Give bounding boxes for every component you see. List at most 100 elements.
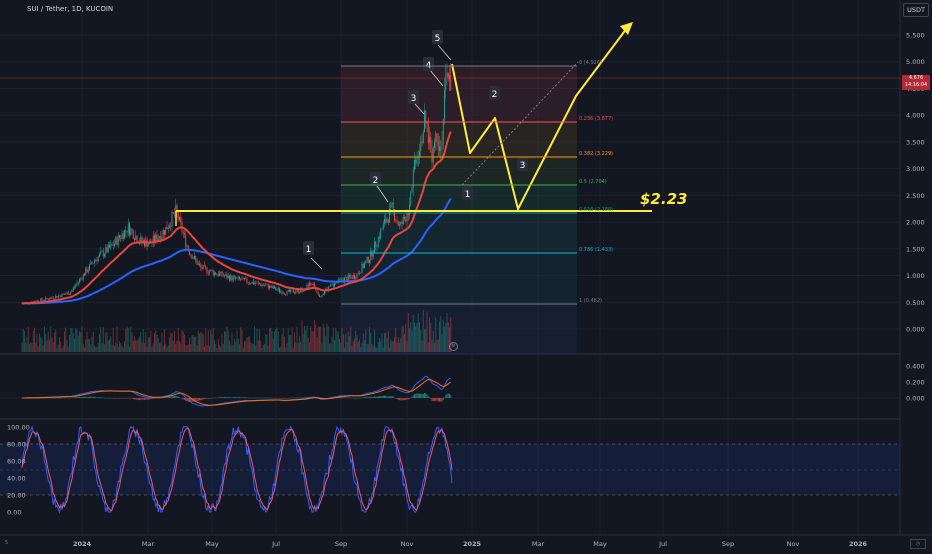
macd-histogram-bar bbox=[150, 398, 152, 400]
macd-histogram-bar bbox=[305, 397, 307, 398]
gear-icon[interactable]: ⚙ bbox=[449, 342, 458, 351]
macd-histogram-bar bbox=[196, 398, 198, 402]
candle-body bbox=[354, 275, 355, 279]
volume-bar bbox=[364, 340, 365, 352]
volume-bar bbox=[87, 339, 89, 352]
stoch-rsi-pane[interactable] bbox=[0, 424, 900, 514]
macd-histogram-bar bbox=[237, 397, 239, 398]
macd-histogram-bar bbox=[440, 398, 442, 402]
macd-histogram-bar bbox=[47, 397, 49, 399]
candle-body bbox=[396, 220, 398, 222]
candle-body bbox=[174, 213, 175, 214]
time-tick-label: Mar bbox=[142, 540, 155, 548]
volume-bar bbox=[361, 343, 363, 352]
macd-signal-line[interactable] bbox=[22, 379, 452, 406]
candle-body bbox=[81, 278, 83, 280]
macd-histogram-bar bbox=[374, 396, 375, 398]
candle-body bbox=[245, 278, 247, 280]
time-tick-label: Sep bbox=[722, 540, 734, 548]
candle-body bbox=[95, 259, 97, 261]
macd-histogram-bar bbox=[285, 398, 287, 399]
symbol-title[interactable]: SUI / Tether, 1D, KUCOIN bbox=[27, 5, 114, 13]
candle-body bbox=[374, 241, 375, 254]
macd-histogram-bar bbox=[217, 397, 219, 399]
macd-histogram-bar bbox=[99, 397, 100, 398]
currency-badge[interactable]: USDT bbox=[903, 3, 929, 17]
candle-body bbox=[379, 236, 380, 239]
moving-average-long[interactable] bbox=[22, 197, 452, 305]
macd-axis[interactable]: 0.400 0.200 0.000 bbox=[906, 363, 925, 403]
candle-body bbox=[386, 219, 388, 223]
price-tick-label: 2.000 bbox=[906, 219, 925, 227]
stoch-tick-label: 40.00 bbox=[7, 474, 26, 482]
volume-bar bbox=[95, 347, 97, 352]
candle-body bbox=[424, 110, 425, 133]
macd-histogram-bar bbox=[390, 395, 392, 398]
fib-level-label: 0.5 (2.704) bbox=[579, 179, 607, 185]
volume-bar bbox=[190, 344, 192, 352]
macd-line[interactable] bbox=[22, 375, 451, 407]
macd-histogram-bar bbox=[157, 398, 159, 399]
volume-bar bbox=[55, 329, 57, 352]
candle-body bbox=[329, 286, 330, 288]
candle-body bbox=[419, 151, 420, 156]
macd-pane[interactable] bbox=[0, 375, 900, 407]
candle-body bbox=[227, 275, 229, 279]
volume-bar bbox=[246, 337, 248, 352]
volume-bar bbox=[314, 319, 315, 352]
volume-bar bbox=[201, 332, 203, 352]
time-axis-cutoff-label: 5 bbox=[5, 540, 9, 546]
stoch-axis[interactable]: 100.00 80.00 60.00 40.00 20.00 0.00 bbox=[7, 423, 30, 516]
macd-histogram-bar bbox=[379, 396, 380, 398]
candle-body bbox=[334, 282, 335, 287]
volume-bar bbox=[234, 338, 235, 352]
time-tick-label: Sep bbox=[335, 540, 347, 548]
wave-labels[interactable]: 1 2 3 4 5 1 2 3 bbox=[303, 30, 528, 255]
drawing-annotations[interactable]: $2.23 bbox=[175, 22, 687, 270]
macd-histogram-bar bbox=[446, 393, 448, 398]
volume-bar bbox=[395, 328, 397, 352]
time-tick-label: Nov bbox=[787, 540, 800, 548]
candle-body bbox=[119, 235, 120, 238]
candle-body bbox=[406, 213, 408, 222]
candle-body bbox=[42, 300, 44, 301]
volume-bar bbox=[182, 331, 184, 352]
volume-bar bbox=[327, 326, 329, 352]
candle-body bbox=[36, 300, 38, 302]
candle-body bbox=[160, 236, 162, 240]
candle-body bbox=[249, 282, 250, 284]
candle-body bbox=[365, 260, 367, 264]
macd-histogram-bar bbox=[239, 397, 240, 398]
macd-histogram-bar bbox=[415, 393, 417, 398]
macd-histogram-bar bbox=[116, 398, 118, 399]
volume-bar bbox=[419, 321, 420, 352]
macd-histogram-bar bbox=[435, 398, 437, 401]
volume-bar bbox=[117, 346, 119, 352]
macd-histogram-bar bbox=[227, 397, 229, 398]
macd-histogram-bar bbox=[342, 397, 344, 398]
volume-bar bbox=[431, 339, 433, 352]
clock-icon[interactable]: ◷ bbox=[910, 539, 926, 549]
projection-path[interactable] bbox=[451, 23, 631, 210]
volume-bar bbox=[175, 344, 177, 352]
volume-bar bbox=[360, 347, 362, 352]
candle-body bbox=[234, 276, 235, 278]
macd-histogram-bar bbox=[427, 396, 429, 398]
candle-body bbox=[404, 216, 405, 219]
macd-histogram-bar bbox=[66, 397, 68, 399]
moving-average-short[interactable] bbox=[22, 131, 452, 305]
candle-body bbox=[446, 72, 448, 77]
candle-body bbox=[336, 282, 338, 284]
time-axis[interactable]: 2024 Mar May Jul Sep Nov 2025 Mar May Jul Sep Nov 20… bbox=[73, 540, 868, 548]
candle-body bbox=[225, 274, 227, 276]
volume-bar bbox=[187, 344, 189, 352]
volume-bar bbox=[170, 332, 172, 352]
volume-bar bbox=[417, 313, 419, 352]
candle-body bbox=[180, 216, 182, 223]
stoch-d-line[interactable] bbox=[21, 427, 453, 511]
candle-body bbox=[297, 289, 299, 293]
candle-body bbox=[56, 295, 58, 298]
macd-histogram-bar bbox=[70, 397, 72, 399]
